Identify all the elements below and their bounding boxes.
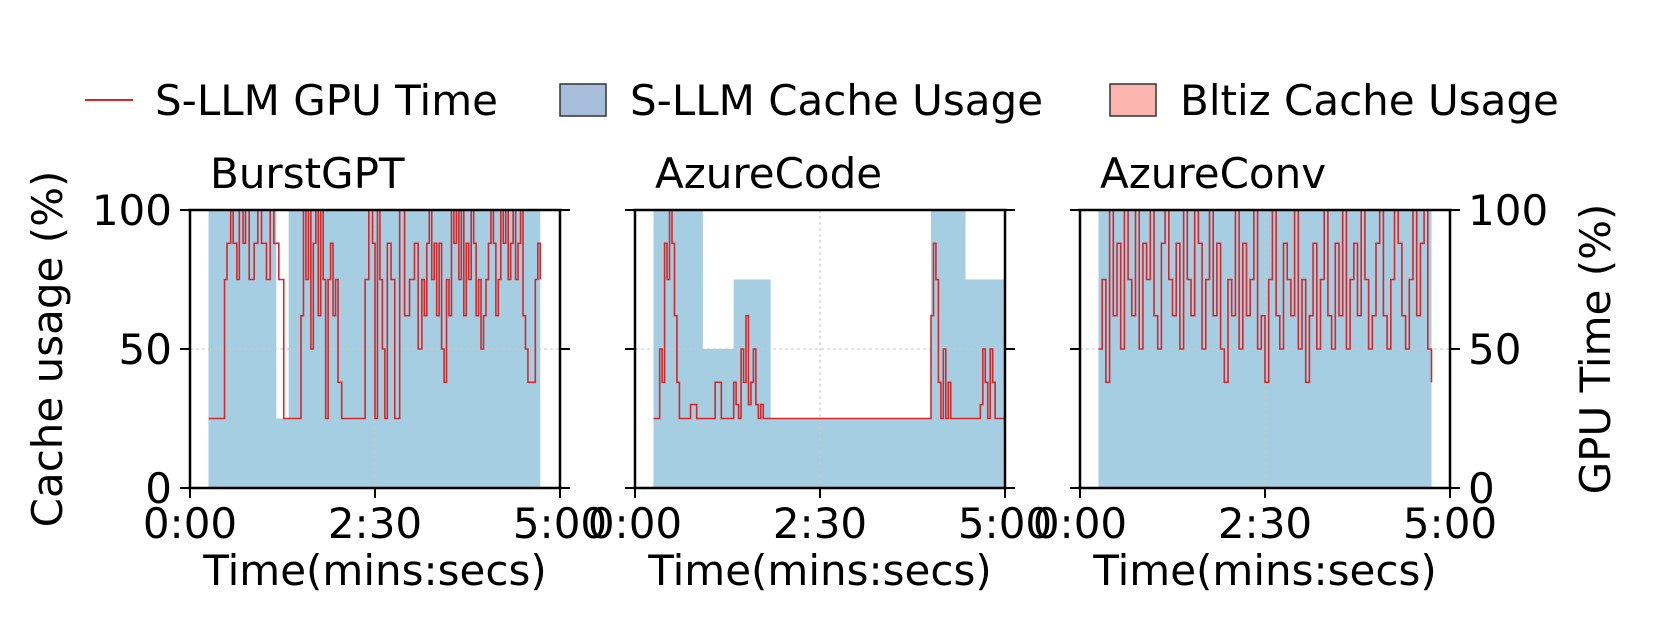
x-axis-label: Time(mins:secs) bbox=[202, 546, 547, 595]
legend: S-LLM GPU Time S-LLM Cache Usage Bltiz Cac… bbox=[85, 76, 1559, 125]
x-tick-label: 0:00 bbox=[1033, 499, 1127, 548]
x-axis-label: Time(mins:secs) bbox=[647, 546, 992, 595]
gpu-time-line bbox=[208, 209, 542, 420]
panel-title: AzureCode bbox=[655, 149, 882, 198]
legend-label: S-LLM GPU Time bbox=[155, 76, 498, 125]
y-tick-label-left: 0 bbox=[145, 464, 172, 513]
gpu-time-line bbox=[1098, 209, 1433, 384]
legend-patch-swatch bbox=[1109, 83, 1157, 117]
x-tick-label: 2:30 bbox=[773, 499, 867, 548]
x-tick-label: 5:00 bbox=[958, 499, 1052, 548]
legend-patch-swatch bbox=[559, 83, 607, 117]
gpu-time-line bbox=[653, 209, 1005, 420]
legend-label: S-LLM Cache Usage bbox=[630, 76, 1043, 125]
y-tick-label-left: 50 bbox=[119, 325, 172, 374]
y-tick-label-left: 100 bbox=[92, 186, 172, 235]
x-tick-label: 5:00 bbox=[513, 499, 607, 548]
y-axis-label-left: Cache usage (%) bbox=[23, 171, 72, 528]
panel-title: AzureConv bbox=[1100, 149, 1326, 198]
y-tick-label-right: 50 bbox=[1468, 325, 1521, 374]
panel-azureconv: 0:00 2:30 5:000 50 100 AzureConv Time(mins:sec… bbox=[1033, 149, 1620, 595]
panels: 0:00 2:30 5:00050100BurstGPTTime(mins:secs… bbox=[23, 149, 1620, 595]
panel-title: BurstGPT bbox=[210, 149, 405, 198]
y-tick-label-right: 100 bbox=[1468, 186, 1548, 235]
panel-azurecode: 0:00 2:30 5:00 AzureCode Time(mins:secs) bbox=[588, 149, 1052, 595]
x-tick-label: 2:30 bbox=[328, 499, 422, 548]
panel-burstgpt: 0:00 2:30 5:00 0 50 100 BurstGPT Time(mins:secs… bbox=[23, 149, 607, 595]
y-axis-label-right: GPU Time (%) bbox=[1571, 204, 1620, 495]
x-tick-label: 0:00 bbox=[588, 499, 682, 548]
legend-label: Bltiz Cache Usage bbox=[1180, 76, 1559, 125]
x-tick-label: 5:00 bbox=[1403, 499, 1497, 548]
x-tick-label: 0:00 bbox=[143, 499, 237, 548]
x-axis-label: Time(mins:secs) bbox=[1092, 546, 1437, 595]
y-tick-label-right: 0 bbox=[1468, 464, 1495, 513]
x-tick-label: 2:30 bbox=[1218, 499, 1312, 548]
